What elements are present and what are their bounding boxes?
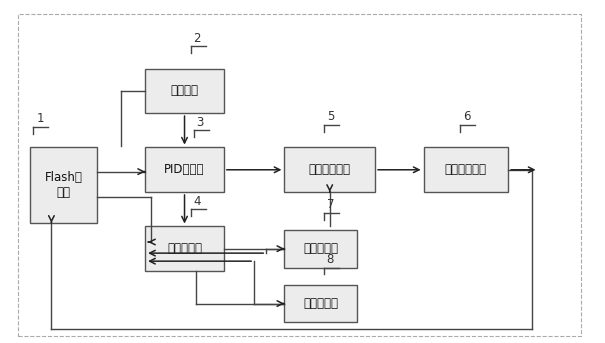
Bar [145,69,224,113]
Text: 4: 4 [194,194,201,208]
Bar [145,147,224,192]
Text: 8: 8 [327,253,334,266]
Text: 7: 7 [327,198,334,211]
Bar [284,285,357,322]
Text: 1: 1 [36,112,44,125]
Text: 2: 2 [194,32,201,45]
Bar [424,147,508,192]
Text: 空燃比传感器: 空燃比传感器 [445,163,487,176]
Text: 3: 3 [197,116,204,129]
Text: 燃料供给系统: 燃料供给系统 [309,163,351,176]
Bar [30,147,97,223]
Bar [284,230,357,268]
Text: Flash存
储器: Flash存 储器 [45,171,82,199]
Text: 第一存储器: 第一存储器 [303,242,338,255]
Text: PID控制器: PID控制器 [165,163,204,176]
Bar [284,147,375,192]
Text: 6: 6 [463,110,470,123]
Bar [145,226,224,271]
Text: 学习控制器: 学习控制器 [167,242,202,255]
Text: 传感器组: 传感器组 [171,84,198,97]
Text: 第二存储器: 第二存储器 [303,297,338,310]
Text: 5: 5 [327,110,334,123]
